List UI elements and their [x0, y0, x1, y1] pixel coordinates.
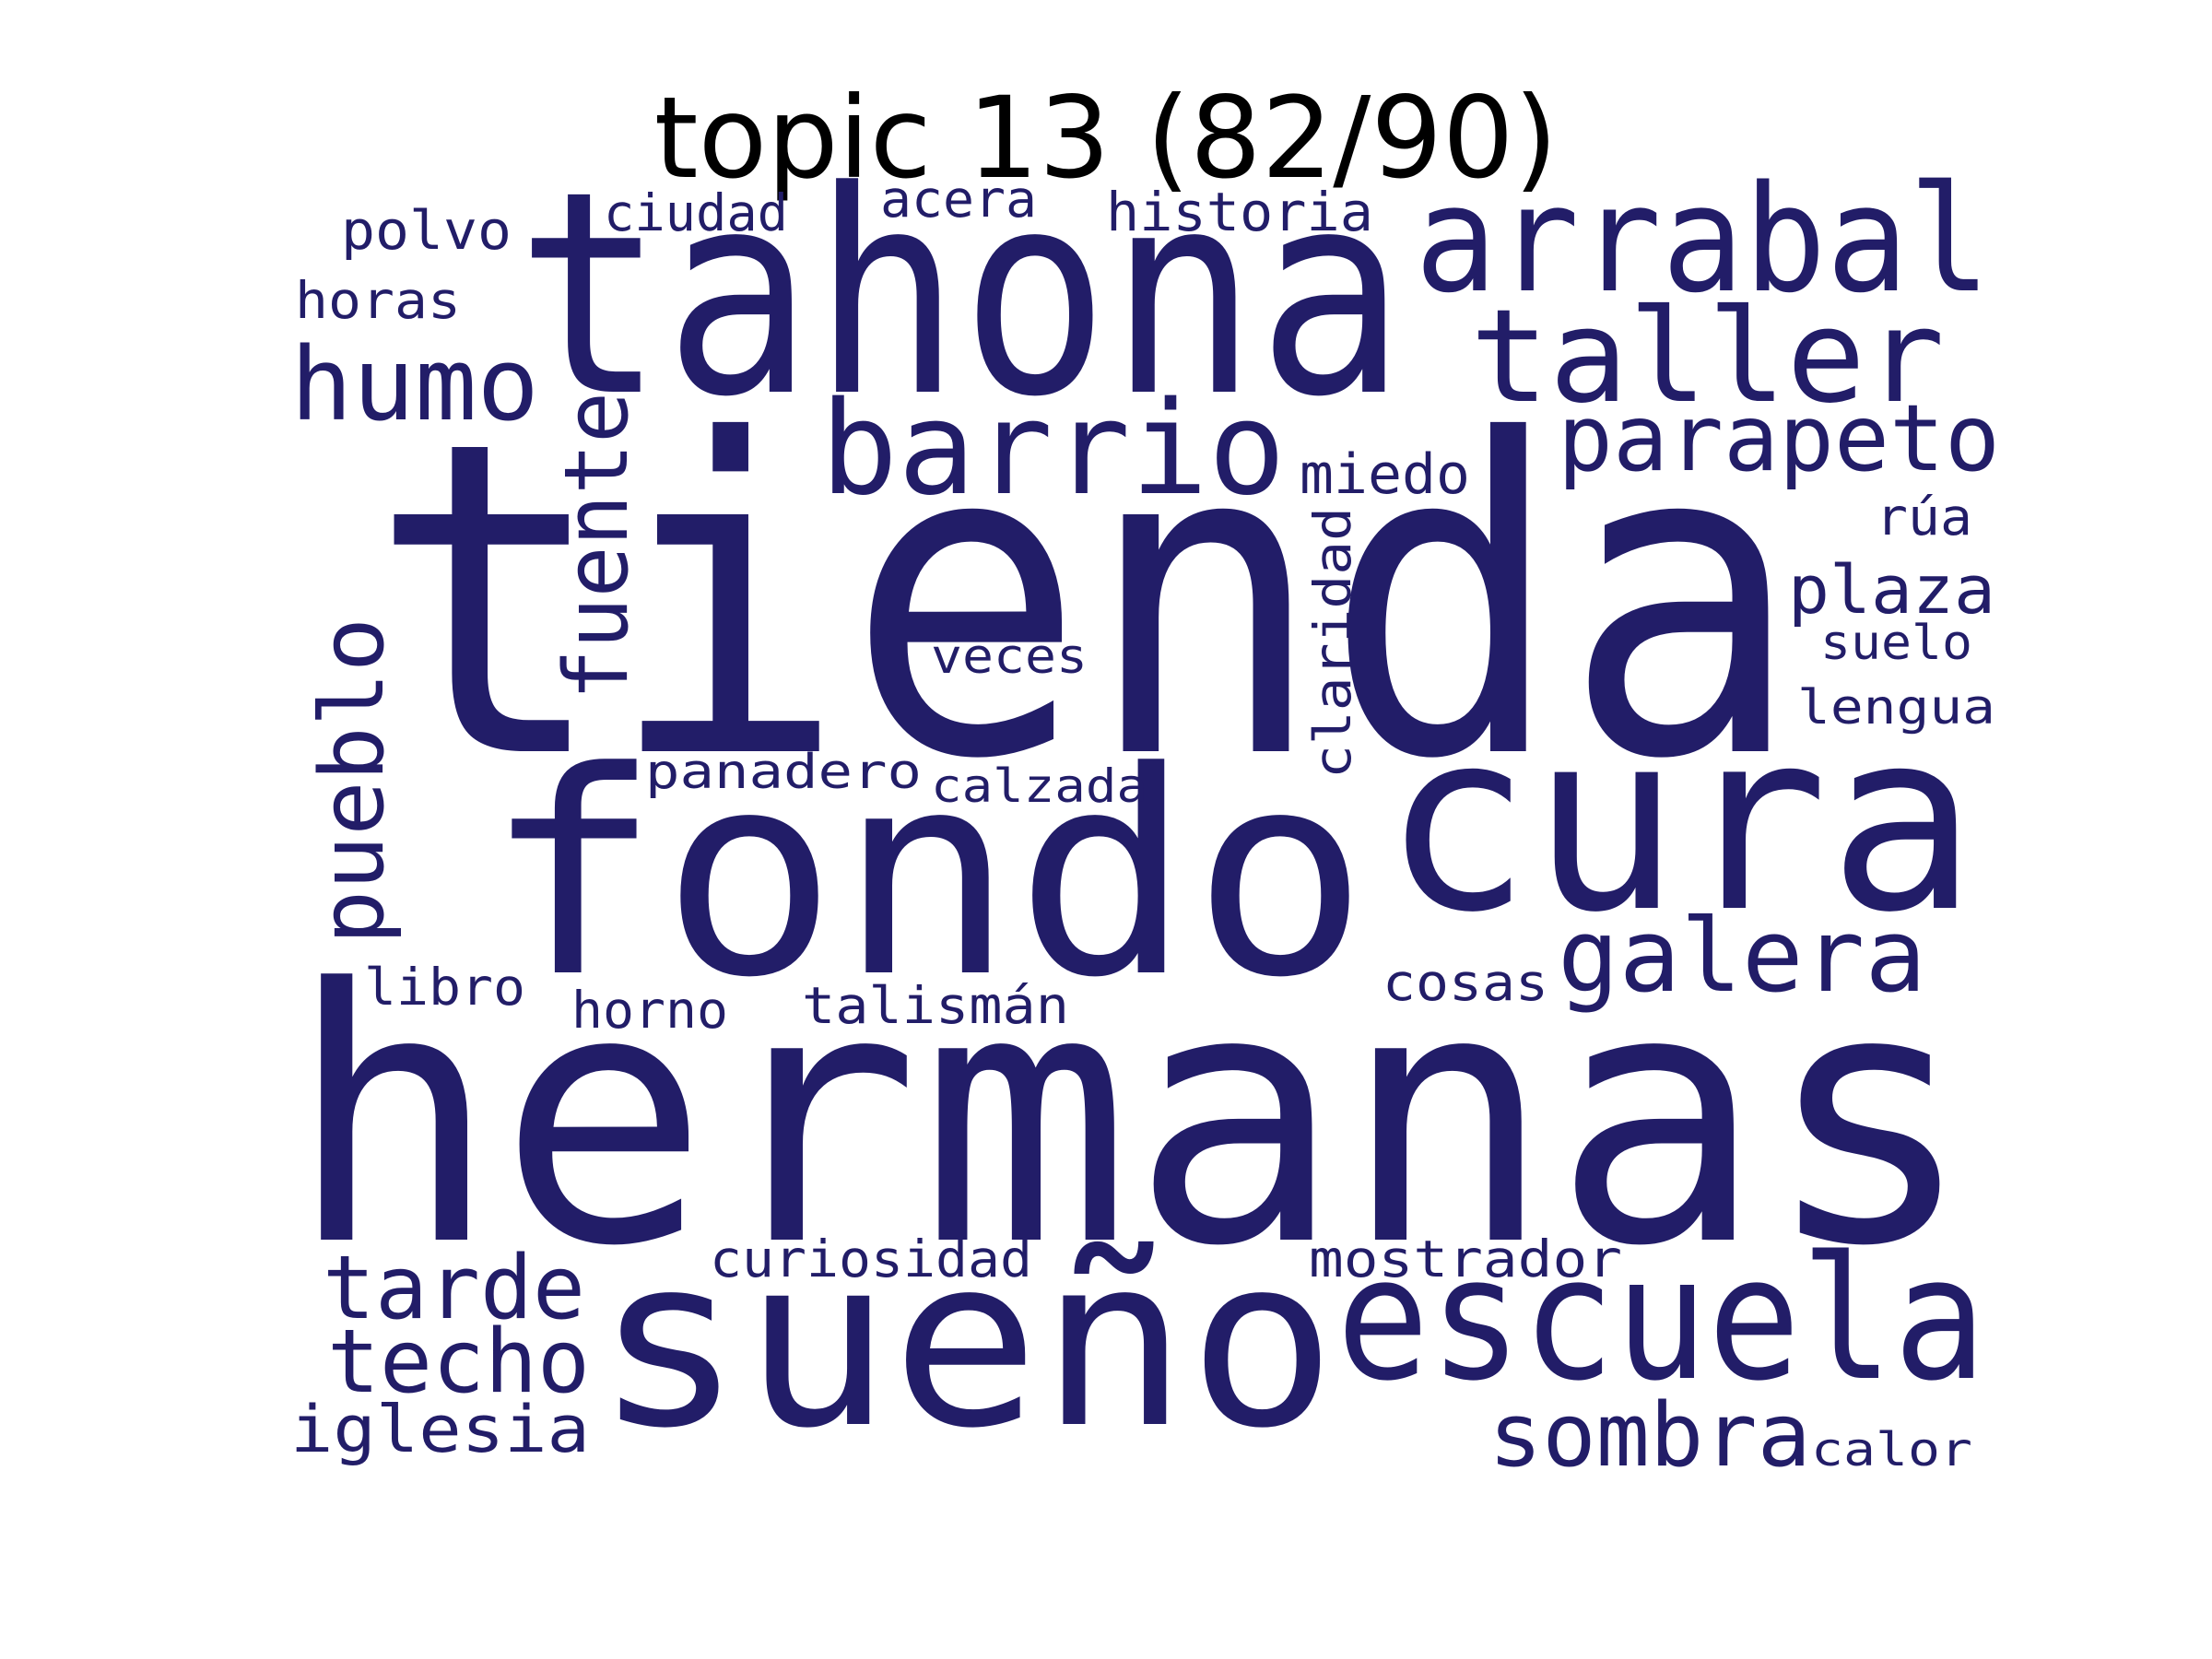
word-suelo: suelo: [1820, 616, 1972, 671]
chart-title: topic 13 (82/90): [653, 73, 1559, 204]
word-tarde: tarde: [323, 1238, 585, 1339]
word-humo: humo: [290, 325, 539, 443]
word-taller: taller: [1470, 282, 1945, 432]
word-cura: cura: [1382, 677, 1977, 967]
word-libro: libro: [364, 958, 525, 1017]
word-panadero: panadero: [645, 745, 922, 800]
word-curiosidad: curiosidad: [710, 1230, 1032, 1288]
word-plaza: plaza: [1788, 551, 1995, 629]
word-veces: veces: [931, 629, 1088, 685]
word-mostrador: mostrador: [1309, 1230, 1622, 1288]
word-iglesia: iglesia: [290, 1392, 590, 1467]
word-galera: galera: [1558, 897, 1926, 1015]
word-escuela: escuela: [1336, 1219, 1986, 1418]
word-polvo: polvo: [341, 199, 512, 262]
word-calor: calor: [1811, 1423, 1972, 1477]
word-rua: rúa: [1876, 488, 1972, 547]
word-claridad: claridad: [1303, 507, 1362, 779]
word-horas: horas: [295, 271, 461, 330]
word-parapeto: parapeto: [1558, 384, 2000, 492]
word-ciudad: ciudad: [604, 183, 788, 242]
word-calzada: calzada: [931, 759, 1147, 813]
word-hermanas: hermanas: [288, 914, 1974, 1323]
word-fuente: fuente: [547, 392, 648, 700]
word-historia: historia: [1106, 181, 1373, 243]
word-horno: horno: [571, 981, 728, 1040]
word-pueblo: pueblo: [302, 618, 404, 945]
word-sombra: sombra: [1488, 1385, 1811, 1487]
word-fondo: fondo: [484, 712, 1369, 1039]
word-cosas: cosas: [1382, 953, 1548, 1012]
word-arrabal: arrabal: [1415, 153, 1991, 325]
word-techo: techo: [327, 1312, 590, 1413]
word-barrio: barrio: [820, 374, 1286, 524]
word-acera: acera: [880, 170, 1037, 229]
word-tienda: tienda: [369, 349, 1802, 853]
word-sueno: sueño: [594, 1206, 1336, 1480]
word-miedo: miedo: [1300, 442, 1470, 507]
word-tahona: tahona: [516, 131, 1406, 458]
word-lengua: lengua: [1797, 680, 1995, 735]
word-talisman: talismán: [802, 976, 1069, 1035]
